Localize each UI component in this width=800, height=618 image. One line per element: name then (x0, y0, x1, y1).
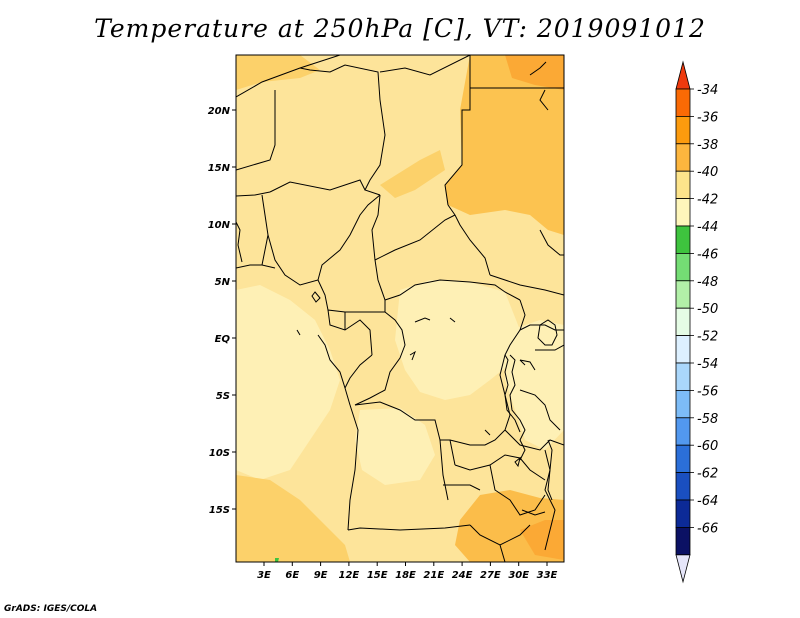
colorbar-swatch (675, 280, 691, 309)
colorbar-swatch (675, 170, 691, 199)
colorbar-label: -38 (697, 138, 718, 153)
colorbar-label: -50 (697, 302, 718, 317)
colorbar-label: -60 (697, 439, 718, 454)
colorbar-label: -56 (697, 384, 718, 399)
colorbar-swatch (675, 198, 691, 227)
lat-label: 5N (215, 277, 231, 288)
warm-region-northeast (445, 55, 564, 235)
colorbar-swatch (675, 225, 691, 254)
colorbar-swatch (675, 307, 691, 337)
colorbar-label: -36 (697, 110, 718, 125)
lon-label: 27E (480, 570, 501, 581)
warm-patch-sahel (380, 150, 445, 198)
colorbar-swatch (675, 444, 691, 474)
colorbar-label: -64 (697, 494, 718, 509)
colorbar-swatch (675, 88, 691, 117)
colorbar-swatch (675, 143, 691, 172)
lat-label: 10N (208, 220, 231, 231)
chart-title: Temperature at 250hPa [C], VT: 201909101… (94, 14, 706, 43)
colorbar-swatch (675, 499, 691, 528)
lon-label: 9E (314, 570, 328, 581)
lat-label: 15S (209, 505, 230, 516)
longitude-axis: 3E 6E 9E 12E 15E 18E 21E 24E 27E 30E 33E (257, 562, 558, 581)
colorbar-label: -42 (697, 193, 718, 208)
warmest-region-northeast (505, 55, 564, 90)
colorbar-swatch (675, 252, 691, 282)
colorbar-label: -40 (697, 165, 718, 180)
cool-region-congo (395, 280, 520, 400)
colorbar-label: -44 (697, 220, 718, 235)
colorbar-label: -52 (697, 330, 718, 345)
colorbar-label: -66 (697, 521, 718, 536)
lon-label: 24E (452, 570, 473, 581)
temperature-field (236, 55, 564, 562)
lon-label: 18E (395, 570, 416, 581)
credit-label: GrADS: IGES/COLA (4, 604, 98, 614)
lon-label: 15E (367, 570, 388, 581)
lat-label: EQ (215, 334, 231, 345)
colorbar-label: -34 (697, 83, 718, 98)
latitude-axis: 20N 15N 10N 5N EQ 5S 10S 15S (208, 106, 236, 516)
colorbar-label: -46 (697, 247, 718, 262)
colorbar-swatch (675, 116, 691, 145)
warm-band-southwest (236, 475, 350, 562)
colorbar: -34 -36 -38 -40 -42 -44 -46 -48 -50 -52 -54 -56 -58 -… (675, 60, 718, 584)
green-spot (275, 558, 279, 562)
colorbar-swatch (675, 389, 691, 419)
lon-label: 6E (285, 570, 299, 581)
lat-label: 20N (208, 106, 231, 117)
cool-region-angola (355, 408, 435, 485)
colorbar-label: -48 (697, 275, 718, 290)
colorbar-swatch (675, 335, 691, 364)
lon-label: 30E (508, 570, 529, 581)
colorbar-label: -54 (697, 357, 718, 372)
colorbar-bottom-arrow (675, 554, 691, 584)
warm-patch-northwest (236, 55, 320, 90)
cool-region-west (236, 285, 340, 480)
colorbar-label: -62 (697, 467, 718, 482)
colorbar-swatch (675, 417, 691, 446)
lat-label: 5S (216, 391, 230, 402)
lon-label: 3E (257, 570, 271, 581)
lat-label: 15N (208, 163, 231, 174)
map-frame (235, 54, 565, 563)
warmest-region-southeast (520, 520, 564, 560)
country-borders (236, 55, 564, 562)
colorbar-swatch (675, 527, 691, 556)
colorbar-top-arrow (675, 60, 691, 90)
lon-label: 21E (423, 570, 444, 581)
lon-label: 33E (537, 570, 558, 581)
colorbar-swatch (675, 362, 691, 391)
colorbar-label: -58 (697, 412, 718, 427)
colorbar-swatch (675, 472, 691, 501)
lat-label: 10S (209, 448, 230, 459)
lon-label: 12E (339, 570, 360, 581)
